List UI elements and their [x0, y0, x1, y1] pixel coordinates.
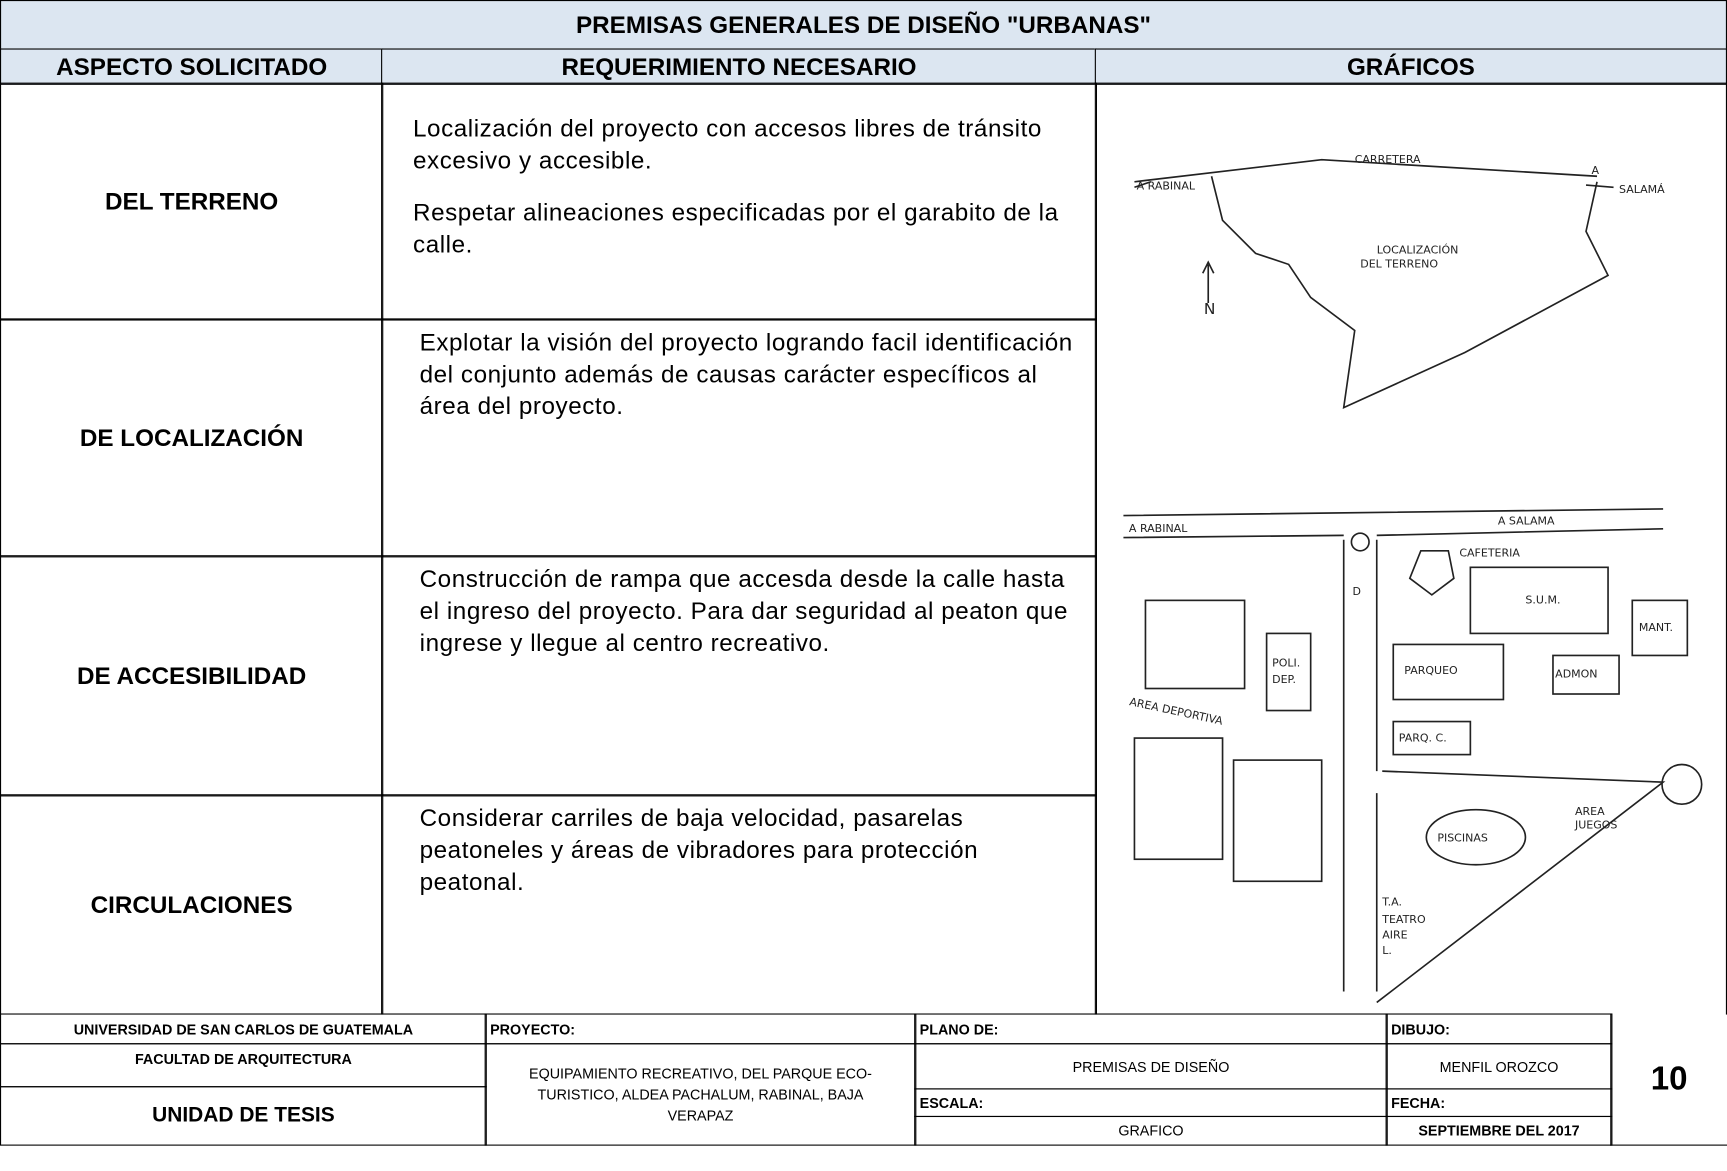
scale: GRAFICO [914, 1115, 1388, 1146]
sketch-label: AIRE [1382, 929, 1407, 942]
drawing: MENFIL OROZCO [1385, 1043, 1613, 1090]
date: SEPTIEMBRE DEL 2017 [1385, 1115, 1613, 1146]
site-outline [1210, 176, 1610, 409]
sketch-label: ADMON [1555, 667, 1597, 680]
building [1392, 720, 1472, 756]
sketch-label: N [1204, 300, 1216, 318]
sketch-label: S.U.M. [1525, 594, 1560, 607]
drawing-label: DIBUJO: [1385, 1013, 1613, 1045]
sketch-label: MANT. [1639, 621, 1673, 634]
roundabout [1661, 763, 1703, 805]
sketch-label: T.A. [1381, 896, 1402, 909]
aspect: CIRCULACIONES [0, 794, 384, 1015]
building [1265, 632, 1312, 712]
north-arrow [1201, 260, 1215, 303]
roundabout [1350, 532, 1370, 552]
sketch-label: A RABINAL [1137, 179, 1196, 192]
court [1144, 599, 1246, 690]
sketch-label: PARQ. C. [1399, 731, 1447, 744]
sketch-label: SALAMÁ [1619, 183, 1665, 196]
paragraph: Considerar carriles de baja velocidad, p… [419, 804, 979, 896]
title: PREMISAS GENERALES DE DISEÑO "URBANAS" [0, 0, 1727, 51]
sketch-label: DEP. [1272, 673, 1296, 686]
project: EQUIPAMIENTO RECREATIVO, DEL PARQUE ECO-… [484, 1043, 917, 1146]
plan-label: PLANO DE: [914, 1013, 1388, 1045]
sketch-label: CAFETERIA [1459, 546, 1520, 559]
pool [1425, 808, 1527, 866]
column-header: GRÁFICOS [1094, 48, 1727, 85]
sketch-label: A [1592, 164, 1600, 177]
building [1552, 654, 1620, 695]
graphics-cell [1094, 82, 1727, 1015]
court [1133, 737, 1224, 861]
aspect: DEL TERRENO [0, 82, 384, 321]
sketch-label: A RABINAL [1129, 522, 1188, 535]
kiosk [1408, 549, 1455, 596]
sketch-label: POLI. [1272, 656, 1300, 669]
building [1469, 566, 1609, 635]
sketch-label: JUEGOS [1574, 818, 1617, 831]
sketch-label: PARQUEO [1404, 664, 1458, 677]
sketch-label: L. [1382, 944, 1392, 957]
sketch-label: AREA DEPORTIVA [1128, 695, 1224, 728]
sketch-label: TEATRO [1381, 913, 1426, 926]
requirement: Construcción de rampa que accesda desde … [381, 555, 1097, 797]
paragraph: Construcción de rampa que accesda desde … [419, 565, 1068, 657]
date-label: FECHA: [1385, 1088, 1613, 1118]
building [1392, 643, 1505, 701]
faculty: FACULTAD DE ARQUITECTURA [0, 1043, 487, 1088]
arrow [1134, 180, 1614, 189]
requirement: Explotar la visión del proyecto logrando… [381, 318, 1097, 558]
paragraph: Localización del proyecto con accesos li… [413, 114, 1042, 175]
sketch-label: LOCALIZACIÓN [1377, 243, 1459, 256]
aspect: DE LOCALIZACIÓN [0, 318, 384, 558]
aspect: DE ACCESIBILIDAD [0, 555, 384, 797]
sketch-label: A SALAMA [1498, 514, 1555, 527]
sketch-label: CARRETERA [1355, 153, 1421, 166]
sketches: CARRETERA A RABINAL A SALAMÁ LOCALIZACIÓ… [1123, 153, 1703, 1004]
court [1232, 759, 1323, 883]
road [1342, 539, 1378, 992]
building [1631, 599, 1689, 657]
project-label: PROYECTO: [484, 1013, 917, 1045]
sketch-label: D [1353, 585, 1361, 598]
paragraph: Respetar alineaciones especificadas por … [413, 198, 1059, 258]
paragraph: Explotar la visión del proyecto logrando… [419, 328, 1073, 420]
requirement: Localización del proyecto con accesos li… [381, 82, 1097, 321]
sketch-label: PISCINAS [1437, 832, 1488, 845]
plan: PREMISAS DE DISEÑO [914, 1043, 1388, 1090]
university: UNIVERSIDAD DE SAN CARLOS DE GUATEMALA [0, 1013, 487, 1045]
unit: UNIDAD DE TESIS [0, 1086, 487, 1146]
scale-label: ESCALA: [914, 1088, 1388, 1118]
path [1376, 770, 1666, 1004]
requirement: Considerar carriles de baja velocidad, p… [381, 794, 1097, 1015]
sheet-number: 10 [1610, 1013, 1727, 1146]
sketch-label: DEL TERRENO [1360, 258, 1438, 271]
column-header: REQUERIMIENTO NECESARIO [381, 48, 1097, 85]
column-header: ASPECTO SOLICITADO [0, 48, 384, 85]
sketch-label: AREA [1575, 805, 1605, 818]
road [1134, 158, 1598, 183]
road [1123, 508, 1664, 539]
